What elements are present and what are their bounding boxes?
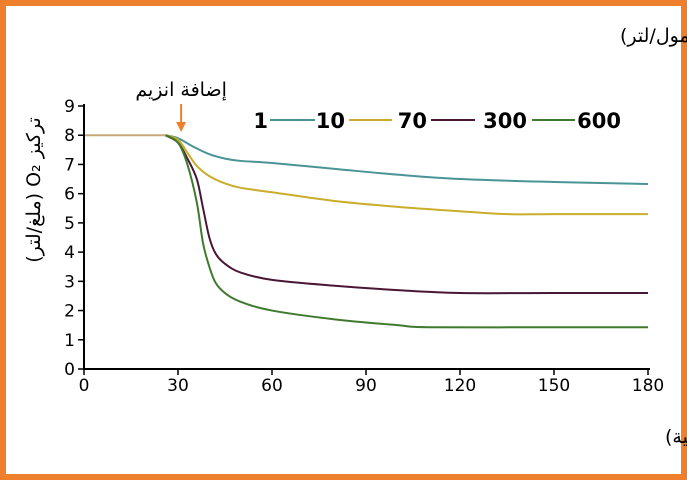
y-tick-label: 8	[64, 126, 75, 146]
x-tick-label: 150	[538, 376, 570, 396]
y-tick-label: 9	[64, 97, 75, 117]
legend-label-1: 1	[253, 109, 268, 133]
series-line-10	[165, 134, 649, 186]
x-tick-label: 180	[632, 376, 664, 396]
legend-label-10: 10	[316, 109, 345, 133]
legend-label-300: 300	[483, 109, 527, 133]
x-tick-label: 60	[261, 376, 283, 396]
y-tick-label: 5	[64, 214, 75, 234]
series-line-300	[164, 134, 648, 295]
x-tick-label: 30	[167, 376, 189, 396]
y-tick-label: 2	[64, 302, 75, 322]
x-axis-label: الزمن (الثانية)	[665, 426, 687, 448]
y-tick-label: 7	[64, 155, 75, 175]
chart-title: تراكيز مادة التفاعل(ميلي مول/لتر)	[620, 25, 687, 47]
x-tick-label: 0	[79, 376, 90, 396]
legend-label-70: 70	[398, 109, 427, 133]
x-tick-label: 90	[355, 376, 377, 396]
y-tick-label: 4	[64, 243, 75, 263]
series-line-600	[164, 134, 649, 329]
arrow-head-icon	[176, 122, 187, 132]
enzyme-annotation: إضافة انزيم	[135, 79, 227, 132]
y-tick-label: 3	[64, 272, 75, 292]
legend: 1 10 70 300 600	[253, 109, 621, 133]
series-line-70	[165, 134, 648, 216]
x-tick-label: 120	[444, 376, 476, 396]
y-tick-label: 0	[64, 360, 75, 380]
annotation-label: إضافة انزيم	[135, 79, 227, 102]
y-tick-label: 6	[64, 185, 75, 205]
y-tick-label: 1	[64, 331, 75, 351]
legend-label-600: 600	[577, 109, 621, 133]
axes: 0 30 60 90 120 150 180 0 1 2 3 4 5 6 7 8 9	[64, 97, 664, 396]
series-layer	[84, 134, 649, 329]
y-axis-label: تركيز O₂ (ملغ/لتر)	[23, 117, 45, 263]
